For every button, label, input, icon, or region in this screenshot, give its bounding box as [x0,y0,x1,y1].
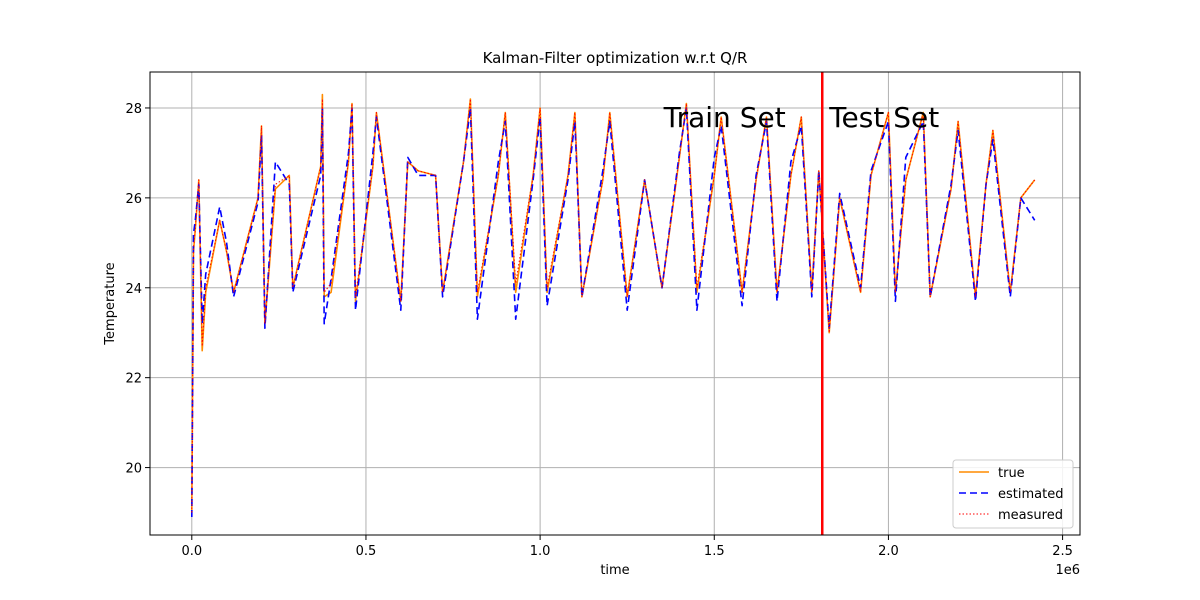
annotation-text: Train Set [663,101,786,134]
chart-title: Kalman-Filter optimization w.r.t Q/R [483,49,748,67]
x-axis-offset-label: 1e6 [1055,563,1080,578]
legend-label-estimated: estimated [998,487,1063,502]
annotations: Train Set Test Set [663,101,940,134]
x-tick-label: 2.5 [1052,544,1073,559]
series-layer [191,93,1036,518]
x-tick-label: 1.0 [530,544,551,559]
x-axis-label: time [600,563,629,578]
grid [150,72,1080,535]
legend: true estimated measured [952,459,1074,529]
series-line-estimated [191,107,1036,518]
legend-box [952,459,1074,529]
plot-frame [149,71,1081,536]
y-tick-label: 26 [125,192,142,207]
ticks: 0.0 0.5 1.0 1.5 2.0 2.5 20 22 24 26 28 [125,102,1072,559]
x-tick-label: 0.0 [181,544,202,559]
x-tick-label: 2.0 [878,544,899,559]
legend-label-measured: measured [998,508,1063,523]
y-tick-label: 20 [125,462,142,477]
y-tick-label: 28 [125,102,142,117]
legend-label-true: true [998,466,1025,481]
x-tick-label: 1.5 [704,544,725,559]
annotation-text: Test Set [828,101,939,134]
x-tick-label: 0.5 [356,544,377,559]
y-axis-label: Temperature [103,262,118,345]
y-tick-label: 24 [125,282,142,297]
series-line-measured [191,98,1036,513]
y-tick-label: 22 [125,372,142,387]
